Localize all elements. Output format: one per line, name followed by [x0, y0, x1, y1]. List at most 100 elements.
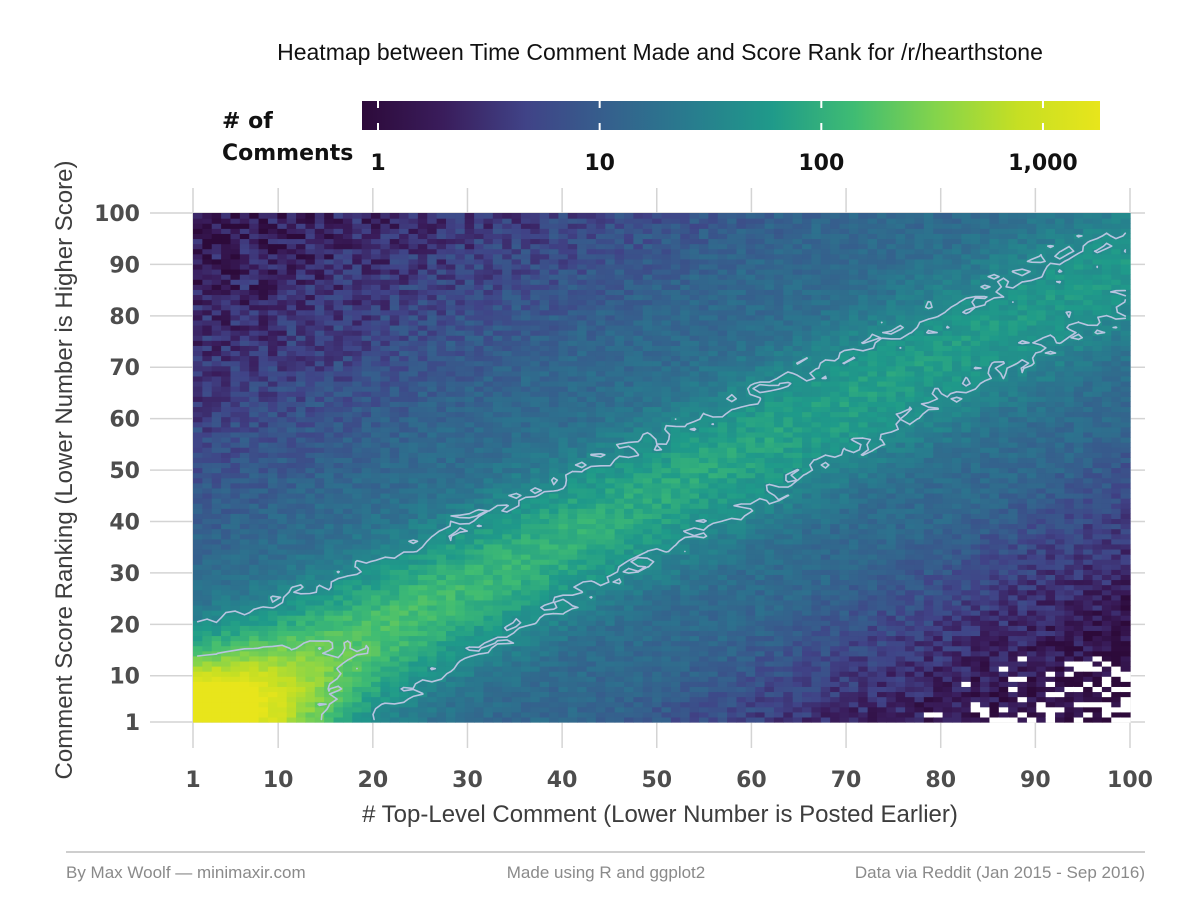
- heatmap-cell: [324, 676, 335, 682]
- heatmap-cell: [642, 289, 653, 296]
- heatmap-cell: [296, 615, 307, 621]
- heatmap-cell: [230, 426, 241, 433]
- heatmap-cell: [305, 274, 316, 280]
- heatmap-cell: [296, 375, 307, 382]
- heatmap-cell: [267, 304, 278, 311]
- heatmap-cell: [221, 401, 232, 408]
- heatmap-cell: [624, 238, 634, 245]
- heatmap-cell: [286, 345, 297, 352]
- heatmap-cell: [193, 589, 203, 596]
- heatmap-cell: [445, 574, 456, 581]
- heatmap-cell: [464, 243, 475, 250]
- heatmap-cell: [427, 574, 438, 581]
- heatmap-cell: [371, 263, 381, 270]
- heatmap-cell: [492, 604, 503, 611]
- heatmap-cell: [642, 706, 653, 713]
- heatmap-cell: [492, 666, 503, 672]
- heatmap-cell: [642, 253, 653, 260]
- heatmap-cell: [239, 411, 250, 418]
- heatmap-cell: [193, 666, 203, 672]
- heatmap-cell: [333, 258, 344, 265]
- heatmap-cell: [380, 518, 391, 525]
- heatmap-cell: [380, 223, 391, 229]
- heatmap-cell: [296, 630, 307, 637]
- heatmap-cell: [277, 706, 288, 713]
- heatmap-cell: [464, 655, 475, 662]
- heatmap-cell: [352, 523, 363, 530]
- heatmap-cell: [286, 248, 297, 255]
- heatmap-cell: [296, 380, 307, 387]
- heatmap-cell: [624, 691, 634, 698]
- heatmap-cell: [267, 691, 278, 698]
- heatmap-cell: [445, 431, 456, 438]
- heatmap-cell: [492, 498, 503, 504]
- heatmap-cell: [502, 411, 513, 418]
- heatmap-cell: [642, 411, 653, 418]
- heatmap-cell: [352, 248, 363, 255]
- heatmap-cell: [492, 309, 503, 316]
- heatmap-cell: [633, 513, 644, 519]
- heatmap-cell: [642, 457, 653, 464]
- heatmap-cell: [202, 391, 213, 397]
- heatmap-cell: [417, 426, 428, 433]
- heatmap-cell: [427, 487, 438, 494]
- heatmap-cell: [558, 676, 569, 682]
- heatmap-cell: [455, 625, 466, 631]
- heatmap-cell: [455, 442, 466, 448]
- heatmap-cell: [389, 411, 400, 418]
- heatmap-cell: [586, 360, 597, 367]
- heatmap-cell: [333, 274, 344, 280]
- heatmap-cell: [595, 645, 606, 652]
- heatmap-cell: [642, 655, 653, 662]
- heatmap-cell: [389, 538, 400, 545]
- heatmap-cell: [492, 457, 503, 464]
- heatmap-cell: [352, 294, 363, 301]
- heatmap-cell: [483, 711, 494, 718]
- heatmap-cell: [221, 508, 232, 514]
- heatmap-cell: [211, 421, 222, 428]
- heatmap-cell: [230, 594, 241, 601]
- heatmap-cell: [520, 421, 531, 428]
- heatmap-cell: [389, 508, 400, 514]
- heatmap-cell: [605, 615, 616, 621]
- heatmap-cell: [202, 579, 213, 586]
- heatmap-cell: [474, 289, 485, 296]
- heatmap-cell: [549, 436, 560, 443]
- heatmap-cell: [342, 487, 353, 494]
- heatmap-cell: [567, 513, 578, 519]
- heatmap-cell: [530, 528, 541, 535]
- heatmap-cell: [511, 467, 522, 474]
- heatmap-cell: [277, 655, 288, 662]
- heatmap-cell: [352, 436, 363, 443]
- heatmap-cell: [277, 569, 288, 575]
- heatmap-cell: [352, 579, 363, 586]
- heatmap-cell: [586, 554, 597, 560]
- heatmap-cell: [642, 340, 653, 346]
- heatmap-cell: [380, 594, 391, 601]
- heatmap-cell: [417, 248, 428, 255]
- heatmap-cell: [558, 314, 569, 321]
- heatmap-cell: [427, 508, 438, 514]
- heatmap-cell: [277, 645, 288, 652]
- heatmap-cell: [314, 330, 325, 336]
- heatmap-cell: [511, 355, 522, 362]
- heatmap-cell: [417, 594, 428, 601]
- heatmap-cell: [520, 564, 531, 570]
- heatmap-cell: [296, 253, 307, 260]
- heatmap-cell: [249, 716, 260, 723]
- heatmap-cell: [464, 457, 475, 464]
- heatmap-cell: [221, 584, 232, 591]
- heatmap-cell: [511, 513, 522, 519]
- heatmap-cell: [408, 391, 419, 397]
- heatmap-cell: [464, 365, 475, 372]
- heatmap-cell: [445, 304, 456, 311]
- heatmap-cell: [567, 482, 578, 489]
- heatmap-cell: [624, 538, 634, 545]
- heatmap-cell: [614, 599, 625, 606]
- heatmap-cell: [539, 284, 550, 290]
- heatmap-cell: [577, 660, 588, 667]
- heatmap-cell: [249, 584, 260, 591]
- heatmap-cell: [539, 319, 550, 326]
- heatmap-cell: [464, 660, 475, 667]
- heatmap-cell: [464, 391, 475, 397]
